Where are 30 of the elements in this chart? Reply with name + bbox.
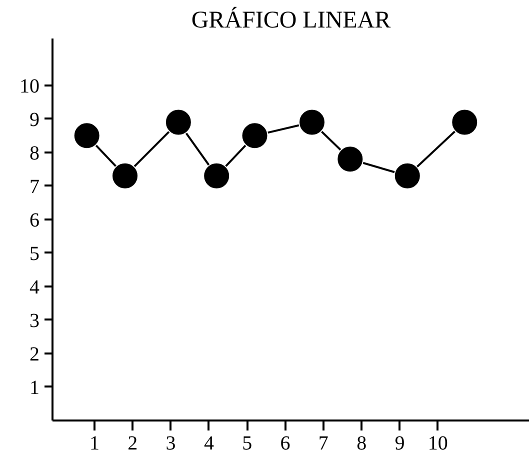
y-tick-label: 1: [30, 376, 40, 399]
point: [112, 162, 139, 190]
y-tick-label: 10: [20, 75, 40, 98]
x-tick-label: 7: [318, 432, 328, 454]
point: [451, 108, 478, 136]
y-tick-label: 4: [30, 276, 40, 298]
y-tick-label: 7: [30, 176, 40, 198]
point: [73, 122, 100, 150]
x-tick-label: 9: [394, 432, 405, 454]
x-tick-label: 4: [204, 432, 214, 454]
point: [298, 108, 326, 136]
y-tick-label: 5: [30, 242, 40, 265]
x-tick-label: 6: [280, 432, 290, 454]
point: [241, 122, 268, 150]
x-tick-label: 5: [242, 432, 252, 454]
y-tick-label: 8: [30, 142, 40, 164]
x-tick-label: 10: [428, 432, 448, 454]
y-tick-label: 3: [30, 310, 40, 332]
point: [203, 162, 230, 190]
point: [164, 108, 192, 136]
x-tick-label: 8: [356, 432, 367, 454]
y-tick-label: 9: [30, 108, 40, 131]
chart-title: GRÁFICO LINEAR: [191, 6, 391, 34]
y-tick-label: 2: [30, 343, 40, 366]
x-tick-label: 2: [128, 432, 138, 454]
y-tick-label: 6: [30, 209, 40, 232]
x-tick-label: 3: [166, 432, 176, 454]
x-tick-label: 1: [89, 432, 100, 454]
point: [336, 146, 364, 173]
point: [394, 162, 421, 190]
